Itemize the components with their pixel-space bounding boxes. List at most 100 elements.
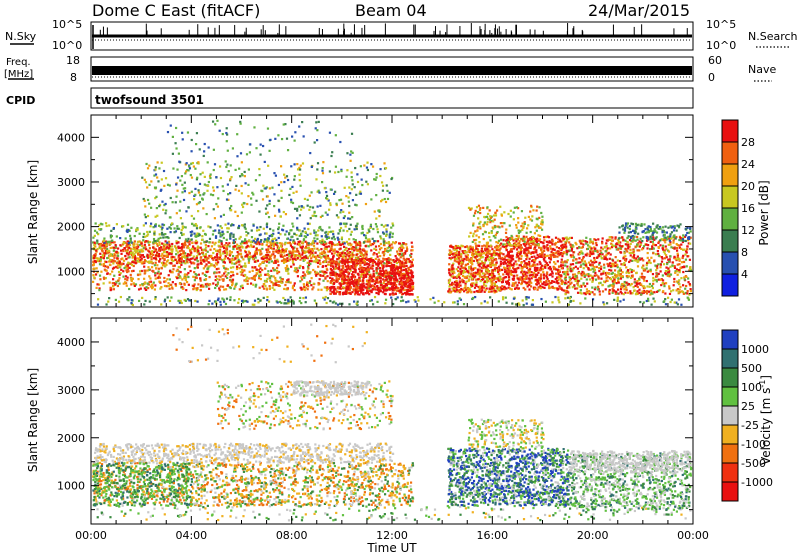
power-cell <box>387 261 391 265</box>
power-cell <box>147 241 150 244</box>
power-cell <box>377 286 380 290</box>
power-cell <box>245 230 248 234</box>
power-cell <box>397 286 400 290</box>
power-cell <box>262 255 265 259</box>
power-cell <box>133 234 136 238</box>
power-cell <box>319 252 322 255</box>
power-cell <box>332 267 336 270</box>
power-cell <box>355 253 358 256</box>
power-cell <box>363 164 366 167</box>
power-cell <box>98 263 102 266</box>
power-cell <box>186 245 190 248</box>
power-cell <box>238 167 241 170</box>
power-cell <box>262 227 265 230</box>
power-cell <box>468 258 471 261</box>
power-cell <box>337 258 340 261</box>
power-cell <box>322 250 326 253</box>
power-cell <box>124 265 127 269</box>
power-cell <box>126 270 129 274</box>
power-cell <box>362 292 365 295</box>
power-cell <box>126 267 129 270</box>
power-cell <box>298 229 301 232</box>
power-cell <box>292 247 295 250</box>
power-cell <box>394 241 398 244</box>
power-cell <box>213 217 217 220</box>
power-cell <box>379 260 383 263</box>
power-cell <box>321 251 324 254</box>
power-cell <box>495 244 498 248</box>
power-cell <box>131 253 135 256</box>
power-cell <box>219 258 222 261</box>
power-cell <box>280 279 283 282</box>
power-cell <box>230 279 233 282</box>
power-cell <box>218 239 221 242</box>
power-cell <box>148 261 151 264</box>
power-cell <box>459 284 462 287</box>
power-cell <box>124 254 127 258</box>
power-cell <box>175 240 178 243</box>
power-cell <box>405 301 408 304</box>
power-cell <box>408 287 412 291</box>
power-cell <box>203 260 206 263</box>
power-cell <box>338 282 341 285</box>
power-cell <box>461 274 465 278</box>
power-cell <box>402 242 406 245</box>
power-cell <box>347 264 350 267</box>
power-cell <box>286 241 290 245</box>
power-cell <box>486 255 489 259</box>
nsky-trace <box>92 23 692 49</box>
power-cell <box>376 285 379 288</box>
power-cell <box>460 244 463 247</box>
power-cell <box>292 302 295 305</box>
power-cell <box>162 223 166 227</box>
power-cell <box>314 214 318 218</box>
power-cell <box>311 255 314 258</box>
power-cell <box>510 288 513 291</box>
power-cell <box>221 297 224 300</box>
power-cell <box>202 229 205 232</box>
power-cell <box>385 262 388 265</box>
power-cell <box>486 277 489 280</box>
power-cell <box>289 244 293 247</box>
power-cell <box>400 275 403 278</box>
power-cell <box>182 244 185 247</box>
power-cell <box>197 263 200 266</box>
power-cell <box>354 240 357 243</box>
power-cell <box>168 299 172 302</box>
power-cell <box>268 234 271 238</box>
power-cell <box>349 253 353 256</box>
power-cell <box>451 256 454 259</box>
power-cell <box>341 264 344 268</box>
power-cell <box>485 251 489 254</box>
power-cell <box>207 284 210 287</box>
power-cell <box>470 267 473 270</box>
power-cell <box>164 240 167 243</box>
power-cell <box>147 266 150 269</box>
power-cell <box>360 273 363 276</box>
power-cell <box>117 279 120 282</box>
power-cell <box>205 285 208 288</box>
power-cell <box>366 258 369 262</box>
power-cell <box>372 241 376 245</box>
power-cell <box>186 260 189 263</box>
power-cell <box>579 302 582 305</box>
power-cell <box>156 214 159 217</box>
power-cell <box>224 160 227 163</box>
power-cell <box>359 283 362 286</box>
power-cell <box>275 283 278 287</box>
power-cell <box>178 282 181 285</box>
power-cell <box>350 171 353 174</box>
power-cell <box>340 209 343 212</box>
power-cell <box>391 289 394 292</box>
power-cell <box>480 270 483 273</box>
power-cell <box>99 222 102 225</box>
power-cell <box>122 259 126 262</box>
power-cell <box>319 262 322 265</box>
power-cell <box>186 246 189 249</box>
power-cell <box>324 211 327 214</box>
power-cell <box>258 277 261 280</box>
power-cell <box>224 267 227 270</box>
power-cell <box>400 276 403 280</box>
power-cell <box>387 271 390 274</box>
power-cell <box>284 233 287 236</box>
